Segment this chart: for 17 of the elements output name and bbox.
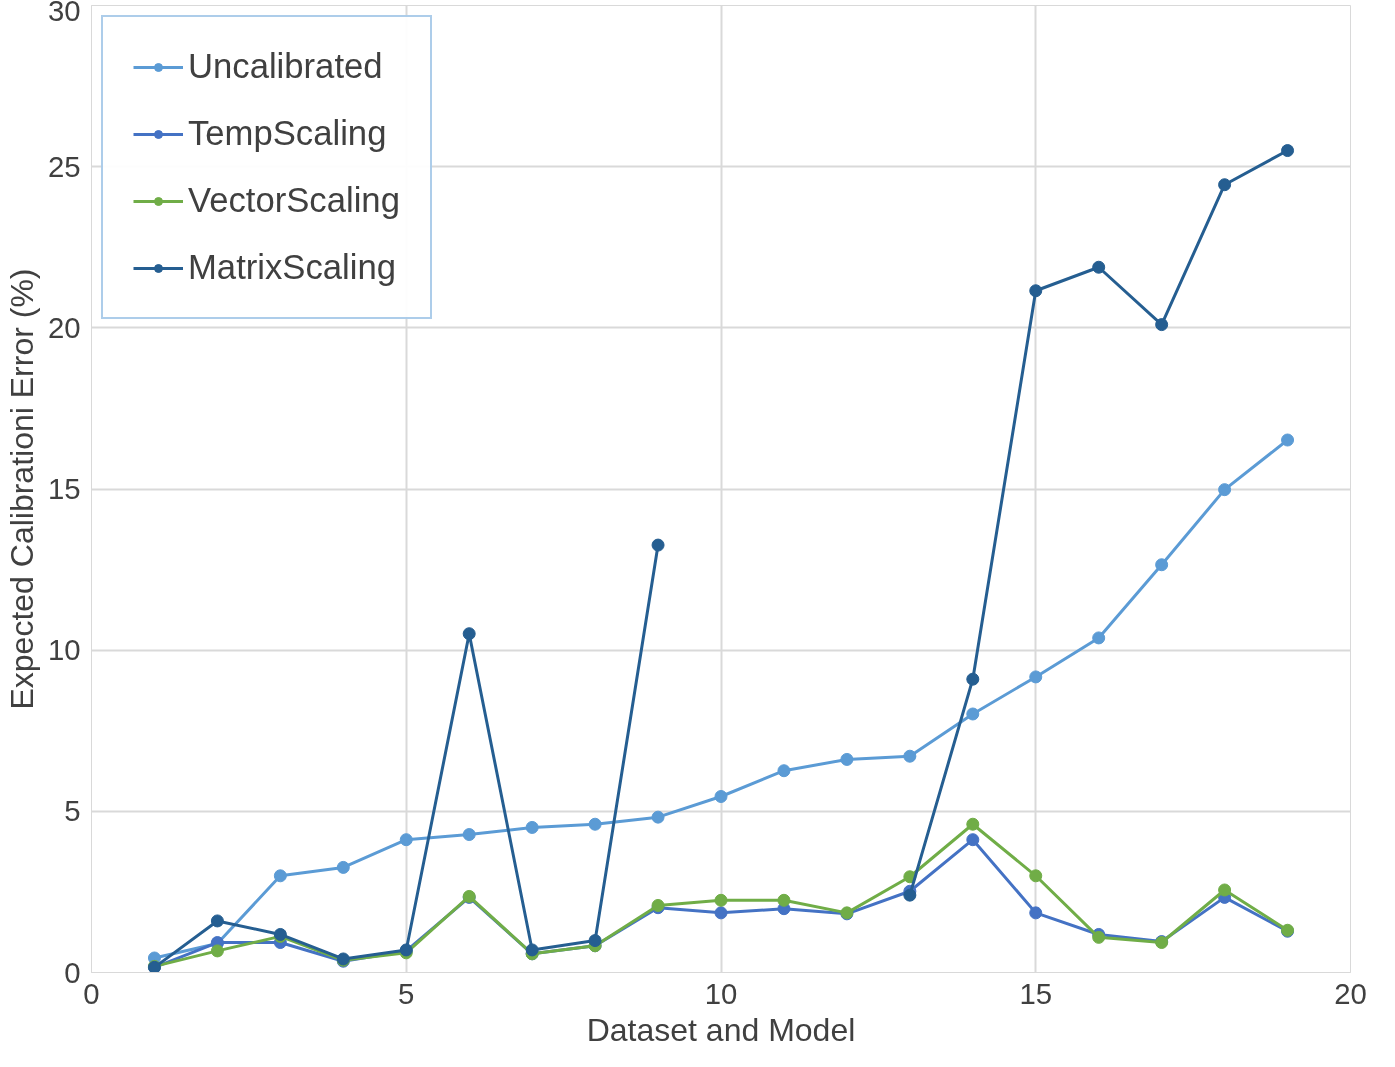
y-tick-label: 0: [64, 955, 81, 989]
y-tick-label: 25: [47, 149, 81, 183]
x-tick-label: 20: [1334, 976, 1367, 1010]
x-tick-label: 10: [704, 976, 738, 1010]
x-axis-title: Dataset and Model: [586, 1011, 856, 1048]
x-tick-label: 15: [1019, 976, 1053, 1010]
legend-label: Uncalibrated: [188, 47, 383, 86]
legend-label: VectorScaling: [188, 181, 400, 220]
y-tick-label: 5: [64, 794, 81, 828]
y-tick-label: 20: [47, 310, 81, 344]
y-tick-label: 30: [47, 0, 81, 27]
legend-label: MatrixScaling: [188, 248, 397, 287]
y-axis-title: Expected Calibrationi Error (%): [3, 268, 40, 710]
y-tick-label: 10: [47, 633, 81, 667]
y-tick-label: 15: [47, 472, 81, 505]
legend-label: TempScaling: [188, 114, 387, 153]
x-tick-label: 5: [398, 976, 415, 1010]
